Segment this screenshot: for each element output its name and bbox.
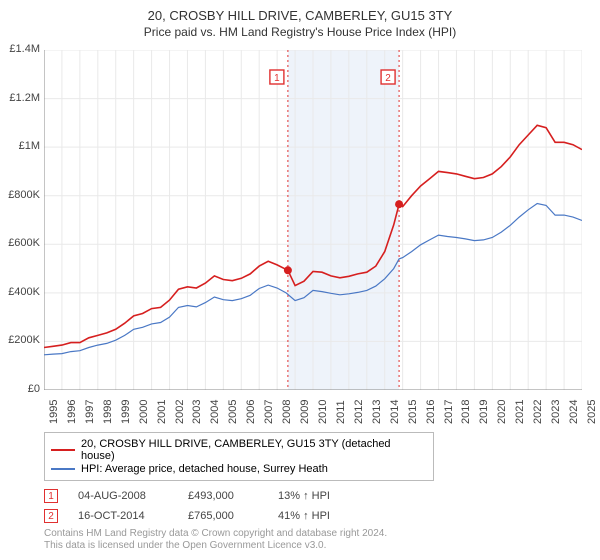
sale-row: 2 16-OCT-2014 £765,000 41% ↑ HPI bbox=[44, 506, 368, 526]
sale-marker: 2 bbox=[44, 509, 58, 523]
svg-text:1: 1 bbox=[274, 73, 280, 84]
x-tick-label: 2021 bbox=[514, 400, 526, 424]
x-tick-label: 1996 bbox=[66, 400, 78, 424]
x-tick-label: 2008 bbox=[281, 400, 293, 424]
sale-price: £765,000 bbox=[188, 510, 258, 522]
sale-date: 16-OCT-2014 bbox=[78, 510, 168, 522]
sale-row: 1 04-AUG-2008 £493,000 13% ↑ HPI bbox=[44, 486, 368, 506]
x-tick-label: 2004 bbox=[209, 400, 221, 424]
legend: 20, CROSBY HILL DRIVE, CAMBERLEY, GU15 3… bbox=[44, 432, 434, 481]
x-tick-label: 2005 bbox=[227, 400, 239, 424]
x-tick-label: 2013 bbox=[371, 400, 383, 424]
y-tick-label: £1.4M bbox=[9, 43, 40, 55]
sale-marker: 1 bbox=[44, 489, 58, 503]
x-tick-label: 2009 bbox=[299, 400, 311, 424]
legend-label: HPI: Average price, detached house, Surr… bbox=[81, 463, 328, 475]
y-tick-label: £800K bbox=[8, 189, 40, 201]
y-tick-label: £600K bbox=[8, 237, 40, 249]
x-tick-label: 2025 bbox=[586, 400, 598, 424]
x-tick-label: 1997 bbox=[84, 400, 96, 424]
x-tick-label: 2010 bbox=[317, 400, 329, 424]
x-tick-label: 1995 bbox=[48, 400, 60, 424]
y-tick-label: £0 bbox=[28, 383, 40, 395]
x-tick-label: 2003 bbox=[191, 400, 203, 424]
x-tick-label: 2001 bbox=[156, 400, 168, 424]
legend-item: HPI: Average price, detached house, Surr… bbox=[51, 463, 427, 475]
legend-swatch bbox=[51, 468, 75, 470]
svg-text:2: 2 bbox=[385, 73, 391, 84]
x-tick-label: 2002 bbox=[174, 400, 186, 424]
y-tick-label: £400K bbox=[8, 286, 40, 298]
x-tick-label: 2018 bbox=[460, 400, 472, 424]
sale-hpi: 41% ↑ HPI bbox=[278, 510, 368, 522]
x-tick-label: 2019 bbox=[478, 400, 490, 424]
x-tick-label: 2017 bbox=[443, 400, 455, 424]
sale-price: £493,000 bbox=[188, 490, 258, 502]
chart-container: 20, CROSBY HILL DRIVE, CAMBERLEY, GU15 3… bbox=[0, 0, 600, 560]
footnote-line: Contains HM Land Registry data © Crown c… bbox=[44, 528, 387, 540]
x-tick-label: 2023 bbox=[550, 400, 562, 424]
x-tick-label: 2006 bbox=[245, 400, 257, 424]
chart-svg: 12 bbox=[44, 50, 582, 390]
chart-area: 12 £0£200K£400K£600K£800K£1M£1.2M£1.4M19… bbox=[44, 50, 582, 390]
sale-date: 04-AUG-2008 bbox=[78, 490, 168, 502]
legend-swatch bbox=[51, 449, 75, 451]
y-tick-label: £1M bbox=[19, 140, 40, 152]
x-tick-label: 2011 bbox=[335, 400, 347, 424]
sale-hpi: 13% ↑ HPI bbox=[278, 490, 368, 502]
x-tick-label: 1998 bbox=[102, 400, 114, 424]
x-tick-label: 2000 bbox=[138, 400, 150, 424]
x-tick-label: 1999 bbox=[120, 400, 132, 424]
x-tick-label: 2020 bbox=[496, 400, 508, 424]
legend-label: 20, CROSBY HILL DRIVE, CAMBERLEY, GU15 3… bbox=[81, 438, 427, 462]
legend-item: 20, CROSBY HILL DRIVE, CAMBERLEY, GU15 3… bbox=[51, 438, 427, 462]
x-tick-label: 2016 bbox=[425, 400, 437, 424]
chart-subtitle: Price paid vs. HM Land Registry's House … bbox=[0, 25, 600, 39]
footnote: Contains HM Land Registry data © Crown c… bbox=[44, 528, 387, 552]
x-tick-label: 2024 bbox=[568, 400, 580, 424]
x-tick-label: 2022 bbox=[532, 400, 544, 424]
x-tick-label: 2015 bbox=[407, 400, 419, 424]
x-tick-label: 2007 bbox=[263, 400, 275, 424]
x-tick-label: 2012 bbox=[353, 400, 365, 424]
footnote-line: This data is licensed under the Open Gov… bbox=[44, 540, 387, 552]
x-tick-label: 2014 bbox=[389, 400, 401, 424]
chart-title: 20, CROSBY HILL DRIVE, CAMBERLEY, GU15 3… bbox=[0, 0, 600, 23]
y-tick-label: £1.2M bbox=[9, 92, 40, 104]
sales-list: 1 04-AUG-2008 £493,000 13% ↑ HPI 2 16-OC… bbox=[44, 486, 368, 526]
y-tick-label: £200K bbox=[8, 334, 40, 346]
